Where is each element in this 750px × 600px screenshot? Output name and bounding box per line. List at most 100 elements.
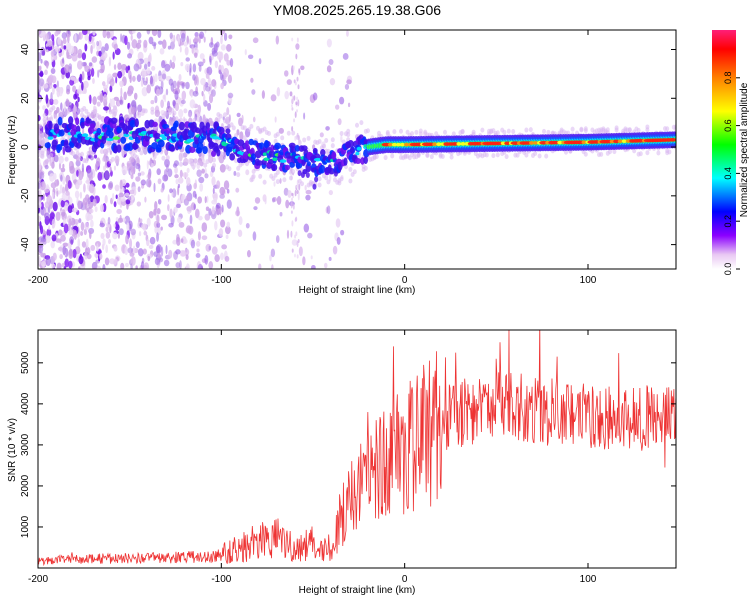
spectrogram-noise-speck — [160, 99, 164, 109]
spectrogram-ridge-peak — [432, 142, 438, 147]
spectrogram-ridge-halo — [84, 158, 89, 164]
spectrogram-noise-speck — [129, 156, 135, 163]
spectrogram-ridge-halo — [495, 152, 500, 158]
spectrogram-noise-speck — [203, 83, 206, 92]
spectrogram-noise-speck — [127, 247, 134, 254]
spectrogram-ridge-core — [245, 140, 250, 146]
spectrogram-noise-speck — [244, 49, 247, 56]
spectrogram-noise-speck — [207, 102, 212, 111]
spectrogram-noise-speck — [247, 54, 254, 60]
spectrogram-noise-speck — [73, 93, 78, 100]
spectrogram-noise-speck — [328, 58, 334, 65]
spectrogram-noise-speck — [235, 187, 240, 193]
spectrogram-noise-speck — [287, 190, 292, 198]
spectrogram-noise-speck — [92, 266, 97, 269]
spectrogram-noise-speck — [114, 184, 120, 192]
spectrogram-noise-speck — [148, 52, 152, 63]
spectrogram-noise-speck — [328, 190, 333, 196]
spectrogram-noise-speck — [291, 239, 298, 246]
colorbar-tick-label: 0.2 — [723, 215, 733, 228]
spectrogram-ridge-halo — [40, 154, 45, 160]
spectrogram-noise-speck — [88, 174, 93, 182]
spectrogram-noise-speck — [165, 88, 169, 96]
spectrogram-ridge-halo — [632, 148, 637, 154]
spectrogram-noise-speck — [220, 65, 225, 73]
spectrogram-ridge-core — [57, 116, 63, 126]
spectrogram-noise-speck — [77, 53, 83, 59]
spectrogram-noise-speck — [290, 104, 293, 108]
spectrogram-ridge-peak — [387, 142, 393, 147]
spectrogram-noise-speck — [252, 37, 259, 44]
spectrogram-noise-speck — [132, 30, 136, 34]
spectrogram-noise-speck — [167, 45, 172, 50]
spectrogram-ridge-halo — [449, 154, 454, 160]
spectrogram-ridge-halo — [49, 152, 54, 158]
snr-x-tick-label: 0 — [402, 574, 408, 585]
spectrogram-noise-speck — [102, 263, 106, 269]
spectrogram-noise-speck — [73, 229, 77, 240]
spectrogram-ridge-halo — [291, 130, 296, 136]
spectrogram-ridge-halo — [227, 166, 232, 172]
spectrogram-noise-speck — [275, 35, 280, 45]
spectrogram-noise-speck — [44, 164, 49, 170]
spectrogram-x-label: Height of straight line (km) — [299, 285, 416, 296]
spectrogram-ridge-peak — [436, 142, 442, 146]
spectrogram-noise-speck — [51, 161, 55, 169]
spectrogram-noise-speck — [205, 85, 211, 92]
snr-y-ticks: 1000 2000 3000 4000 5000 — [20, 351, 676, 538]
spectrogram-noise-speck — [125, 199, 131, 205]
spectrogram-noise-speck — [229, 57, 234, 68]
spectrogram-noise-speck — [196, 169, 202, 178]
spectrogram-ridge-core — [258, 142, 265, 150]
spectrogram-noise-speck — [326, 65, 332, 73]
spectrogram-ridge-peak — [47, 136, 54, 140]
spectrogram-noise-speck — [117, 217, 124, 223]
spectrogram-noise-speck — [296, 76, 299, 82]
spectrogram-noise-speck — [303, 112, 306, 120]
spectrogram-noise-speck — [211, 205, 215, 215]
spectrogram-noise-speck — [141, 86, 148, 97]
spectrogram-noise-speck — [339, 96, 345, 105]
spectrogram-noise-speck — [180, 32, 186, 43]
spectrogram-noise-speck — [57, 36, 61, 45]
spectrogram-ridge-peak — [161, 136, 168, 141]
spectrogram-noise-speck — [223, 32, 228, 42]
spectrogram-noise-speck — [193, 182, 197, 190]
spectrogram-noise-speck — [50, 240, 56, 249]
spectrogram-noise-speck — [60, 199, 65, 208]
spectrogram-noise-speck — [102, 238, 106, 246]
spectrogram-noise-speck — [76, 169, 79, 177]
spectrogram-noise-speck — [137, 248, 144, 257]
spectrogram-ridge-core — [263, 139, 270, 149]
spectrogram-ridge-core — [116, 144, 122, 153]
spectrogram-ridge-core — [250, 153, 257, 161]
spectrogram-ridge-halo — [506, 128, 511, 134]
spectrogram-noise-speck — [38, 52, 42, 62]
spectrogram-ridge-halo — [636, 127, 641, 133]
spectrogram-noise-speck — [108, 56, 112, 67]
spectrogram-noise-speck — [48, 225, 51, 231]
spectrogram-noise-speck — [120, 63, 127, 71]
spectrogram-noise-speck — [236, 112, 241, 118]
spectrogram-ridge-halo — [242, 135, 247, 141]
spectrogram-noise-speck — [342, 52, 349, 60]
spectrogram-noise-speck — [49, 217, 53, 222]
spectrogram-noise-speck — [81, 52, 87, 61]
snr-x-ticks: -200 -100 0 100 — [28, 330, 597, 585]
spectrogram-ridge-halo — [183, 108, 188, 114]
spectrogram-noise-speck — [92, 96, 97, 106]
spectrogram-noise-speck — [63, 102, 66, 112]
spectrogram-noise-speck — [219, 186, 226, 196]
spectrogram-noise-speck — [286, 229, 290, 239]
spectrogram-y-tick-label: 0 — [20, 144, 31, 150]
spectrogram-noise-speck — [292, 203, 295, 210]
spectrogram-ridge-halo — [480, 127, 485, 133]
spectrogram-ridge-core — [77, 133, 83, 139]
spectrogram-noise-speck — [198, 215, 203, 221]
spectrogram-noise-speck — [219, 30, 226, 35]
spectrogram-noise-speck — [49, 173, 55, 182]
spectrogram-noise-speck — [77, 238, 81, 248]
spectrogram-ridge-halo — [40, 136, 45, 142]
figure-title: YM08.2025.265.19.38.G06 — [273, 2, 441, 18]
spectrogram-noise-speck — [298, 68, 301, 74]
